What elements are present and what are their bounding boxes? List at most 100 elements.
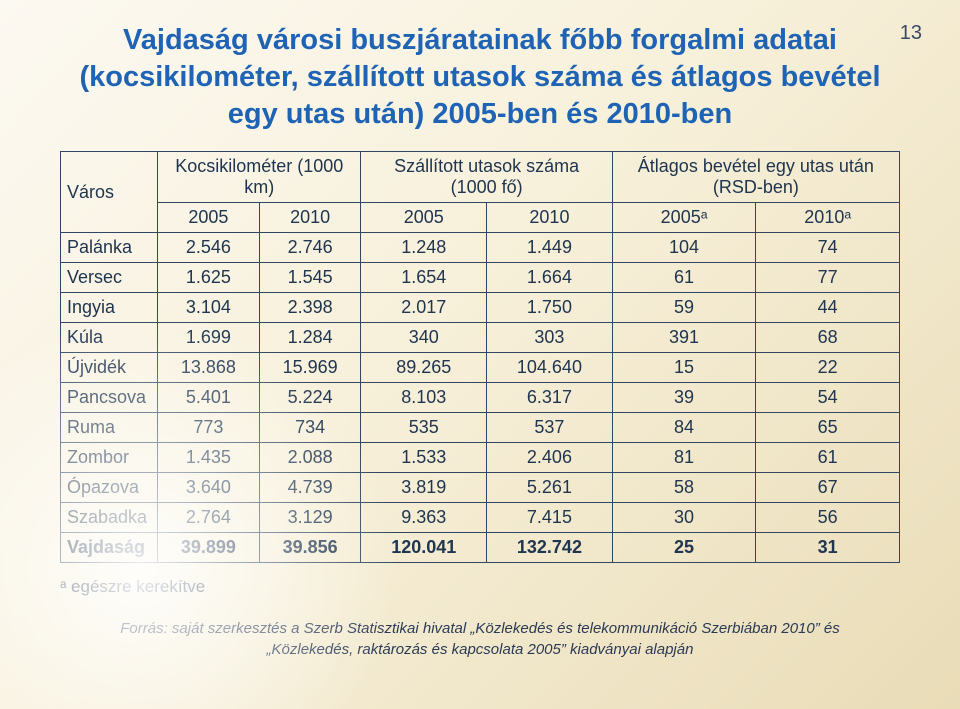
source-line-2: „Közlekedés, raktározás és kapcsolata 20… [267, 641, 694, 658]
cell-p10: 537 [487, 413, 613, 443]
cell-r10: 22 [756, 353, 900, 383]
cell-k10: 3.129 [259, 503, 361, 533]
cell-p10: 104.640 [487, 353, 613, 383]
cell-k10: 2.088 [259, 443, 361, 473]
cell-r05: 81 [612, 443, 756, 473]
total-p05: 120.041 [361, 533, 487, 563]
cell-p05: 535 [361, 413, 487, 443]
cell-p05: 1.533 [361, 443, 487, 473]
cell-k05: 1.435 [158, 443, 260, 473]
cell-r10: 68 [756, 323, 900, 353]
cell-p10: 303 [487, 323, 613, 353]
cell-r05: 39 [612, 383, 756, 413]
table-row: Ruma7737345355378465 [61, 413, 900, 443]
cell-city: Zombor [61, 443, 158, 473]
cell-k10: 2.398 [259, 293, 361, 323]
cell-k05: 1.625 [158, 263, 260, 293]
cell-p05: 8.103 [361, 383, 487, 413]
cell-city: Szabadka [61, 503, 158, 533]
cell-r05: 61 [612, 263, 756, 293]
cell-r10: 56 [756, 503, 900, 533]
col-pax-2010: 2010 [487, 203, 613, 233]
table-header-row-1: Város Kocsikilométer (1000 km) Szállítot… [61, 152, 900, 203]
cell-k10: 1.545 [259, 263, 361, 293]
cell-k05: 1.699 [158, 323, 260, 353]
cell-k10: 4.739 [259, 473, 361, 503]
cell-r10: 61 [756, 443, 900, 473]
col-rev-2005a: 2005ᵃ [612, 203, 756, 233]
table-row: Pancsova5.4015.2248.1036.3173954 [61, 383, 900, 413]
table-row: Kúla1.6991.28434030339168 [61, 323, 900, 353]
data-table: Város Kocsikilométer (1000 km) Szállítot… [60, 151, 900, 563]
cell-r10: 54 [756, 383, 900, 413]
page-number: 13 [900, 22, 922, 45]
cell-city: Pancsova [61, 383, 158, 413]
cell-p05: 9.363 [361, 503, 487, 533]
cell-city: Kúla [61, 323, 158, 353]
cell-r05: 58 [612, 473, 756, 503]
cell-r05: 30 [612, 503, 756, 533]
cell-r05: 59 [612, 293, 756, 323]
cell-p10: 5.261 [487, 473, 613, 503]
cell-k10: 1.284 [259, 323, 361, 353]
cell-k10: 734 [259, 413, 361, 443]
table-header-row-2: 2005 2010 2005 2010 2005ᵃ 2010ᵃ [61, 203, 900, 233]
footnote: ᵃ egészre kerekítve [60, 577, 900, 597]
cell-p10: 1.750 [487, 293, 613, 323]
table-row: Versec1.6251.5451.6541.6646177 [61, 263, 900, 293]
source-citation: Forrás: saját szerkesztés a Szerb Statis… [60, 619, 900, 660]
cell-p10: 6.317 [487, 383, 613, 413]
total-p10: 132.742 [487, 533, 613, 563]
cell-r10: 67 [756, 473, 900, 503]
cell-p05: 2.017 [361, 293, 487, 323]
cell-k05: 5.401 [158, 383, 260, 413]
cell-city: Újvidék [61, 353, 158, 383]
cell-p10: 1.664 [487, 263, 613, 293]
cell-p05: 89.265 [361, 353, 487, 383]
table-row: Zombor1.4352.0881.5332.4068161 [61, 443, 900, 473]
col-pax: Szállított utasok száma (1000 fő) [361, 152, 612, 203]
cell-r05: 84 [612, 413, 756, 443]
cell-k05: 13.868 [158, 353, 260, 383]
cell-r05: 391 [612, 323, 756, 353]
cell-k10: 5.224 [259, 383, 361, 413]
cell-p05: 1.654 [361, 263, 487, 293]
source-line-1: Forrás: saját szerkesztés a Szerb Statis… [120, 620, 840, 637]
cell-k05: 2.546 [158, 233, 260, 263]
cell-r10: 74 [756, 233, 900, 263]
cell-city: Palánka [61, 233, 158, 263]
cell-city: Versec [61, 263, 158, 293]
cell-k10: 15.969 [259, 353, 361, 383]
cell-city: Ruma [61, 413, 158, 443]
cell-p05: 340 [361, 323, 487, 353]
slide-title: Vajdaság városi buszjáratainak főbb forg… [60, 22, 900, 133]
cell-r05: 104 [612, 233, 756, 263]
table-row: Ingyia3.1042.3982.0171.7505944 [61, 293, 900, 323]
cell-k05: 773 [158, 413, 260, 443]
col-km-2005: 2005 [158, 203, 260, 233]
table-row: Palánka2.5462.7461.2481.44910474 [61, 233, 900, 263]
cell-r10: 77 [756, 263, 900, 293]
total-city: Vajdaság [61, 533, 158, 563]
col-km: Kocsikilométer (1000 km) [158, 152, 361, 203]
cell-p10: 1.449 [487, 233, 613, 263]
cell-city: Ingyia [61, 293, 158, 323]
slide: 13 Vajdaság városi buszjáratainak főbb f… [0, 0, 960, 709]
total-r05: 25 [612, 533, 756, 563]
total-k05: 39.899 [158, 533, 260, 563]
table-row: Ópazova3.6404.7393.8195.2615867 [61, 473, 900, 503]
table-row: Szabadka2.7643.1299.3637.4153056 [61, 503, 900, 533]
cell-p10: 7.415 [487, 503, 613, 533]
cell-k05: 3.640 [158, 473, 260, 503]
table-row: Újvidék13.86815.96989.265104.6401522 [61, 353, 900, 383]
total-k10: 39.856 [259, 533, 361, 563]
cell-k05: 2.764 [158, 503, 260, 533]
cell-r05: 15 [612, 353, 756, 383]
col-km-2010: 2010 [259, 203, 361, 233]
col-pax-2005: 2005 [361, 203, 487, 233]
cell-r10: 44 [756, 293, 900, 323]
col-rev-2010a: 2010ᵃ [756, 203, 900, 233]
cell-k05: 3.104 [158, 293, 260, 323]
cell-k10: 2.746 [259, 233, 361, 263]
cell-p05: 1.248 [361, 233, 487, 263]
